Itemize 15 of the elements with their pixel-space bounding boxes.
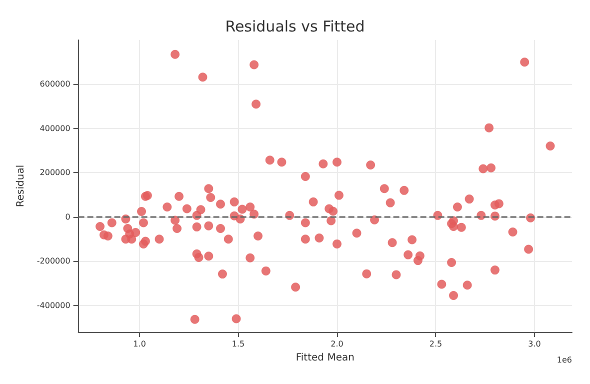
x-tick-label: 2.5 bbox=[429, 340, 442, 348]
y-tick-label: 600000 bbox=[40, 80, 70, 89]
x-tick-label: 1.0 bbox=[133, 340, 146, 348]
x-axis-title: Fitted Mean bbox=[296, 352, 354, 364]
x-tick-label: 3.0 bbox=[528, 340, 541, 348]
y-tick-label: 200000 bbox=[40, 168, 70, 178]
x-tick-label: 2.0 bbox=[330, 340, 344, 348]
y-axis-title: Residual bbox=[16, 164, 26, 208]
y-tick-label: 400000 bbox=[40, 124, 70, 133]
chart-title: Residuals vs Fitted bbox=[225, 18, 365, 36]
y-tick-label: 0 bbox=[65, 212, 70, 222]
x-tick-label: 1.5 bbox=[232, 340, 245, 348]
text: 1e6 bbox=[556, 356, 572, 364]
y-tick-label: -400000 bbox=[36, 300, 70, 310]
y-tick-label: -200000 bbox=[36, 256, 70, 266]
